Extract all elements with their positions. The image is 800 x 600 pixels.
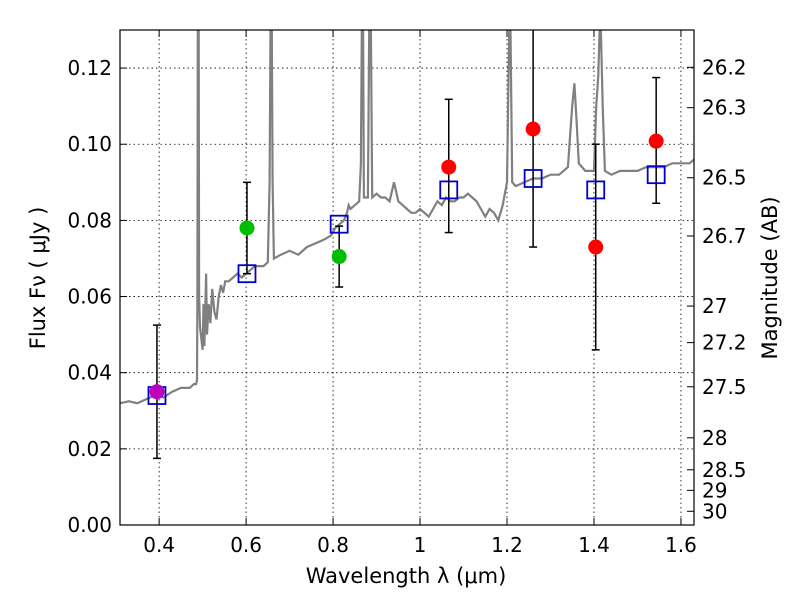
- y-tick-labels: 0.00 0.02 0.04 0.06 0.08 0.10 0.12: [67, 56, 112, 537]
- y-tick-label: 0.00: [67, 513, 112, 537]
- mag-tick-label: 26.3: [702, 96, 747, 120]
- observed-point: [588, 239, 604, 255]
- observed-point: [331, 249, 347, 265]
- y-tick-label: 0.10: [67, 132, 112, 156]
- y-tick-label: 0.04: [67, 361, 112, 385]
- y-tick-label: 0.02: [67, 437, 112, 461]
- x-tick-labels: 0.4 0.6 0.8 1 1.2 1.4 1.6: [143, 533, 697, 557]
- y-tick-label: 0.06: [67, 285, 112, 309]
- x-tick-label: 1.6: [665, 533, 697, 557]
- y-axis-title: Flux Fν ( μJy ): [26, 207, 50, 350]
- observed-point: [239, 220, 255, 236]
- y-tick-label: 0.08: [67, 208, 112, 232]
- y-tick-label: 0.12: [67, 56, 112, 80]
- mag-tick-label: 26.5: [702, 166, 747, 190]
- axis-ticks: [120, 30, 694, 526]
- observed-point: [648, 133, 664, 149]
- observed-point: [525, 121, 541, 137]
- mag-tick-label: 27: [702, 294, 727, 318]
- model-square: [646, 165, 666, 185]
- mag-tick-label: 27.5: [702, 375, 747, 399]
- mag-tick-label: 28: [702, 426, 727, 450]
- x-tick-label: 1: [414, 533, 427, 557]
- x-tick-label: 0.4: [143, 533, 175, 557]
- mag-tick-label: 27.2: [702, 331, 747, 355]
- mag-tick-label: 26.2: [702, 55, 747, 79]
- observed-point: [441, 159, 457, 175]
- observed-photometry-points: [149, 121, 664, 400]
- mag-tick-label: 29: [702, 478, 727, 502]
- mag-tick-label: 28.5: [702, 458, 747, 482]
- model-square: [523, 169, 543, 188]
- observed-point: [149, 384, 165, 400]
- x-tick-label: 1.2: [491, 533, 523, 557]
- model-square: [586, 180, 606, 200]
- plot-frame: [119, 29, 695, 526]
- model-square: [329, 214, 349, 234]
- model-square: [439, 180, 459, 200]
- x-axis-title: Wavelength λ (μm): [306, 564, 507, 588]
- spectrum-layer: [120, 30, 694, 405]
- error-bars: [152, 30, 661, 460]
- model-spectrum-line: [120, 30, 694, 405]
- mag-tick-label: 30: [702, 499, 727, 523]
- model-photometry-squares: [147, 165, 666, 405]
- model-square: [237, 264, 257, 284]
- x-tick-label: 0.6: [230, 533, 262, 557]
- mag-tick-label: 26.7: [702, 224, 747, 248]
- x-tick-label: 1.4: [578, 533, 610, 557]
- y-axis-right-title: Magnitude (AB): [758, 196, 782, 359]
- x-tick-label: 0.8: [317, 533, 349, 557]
